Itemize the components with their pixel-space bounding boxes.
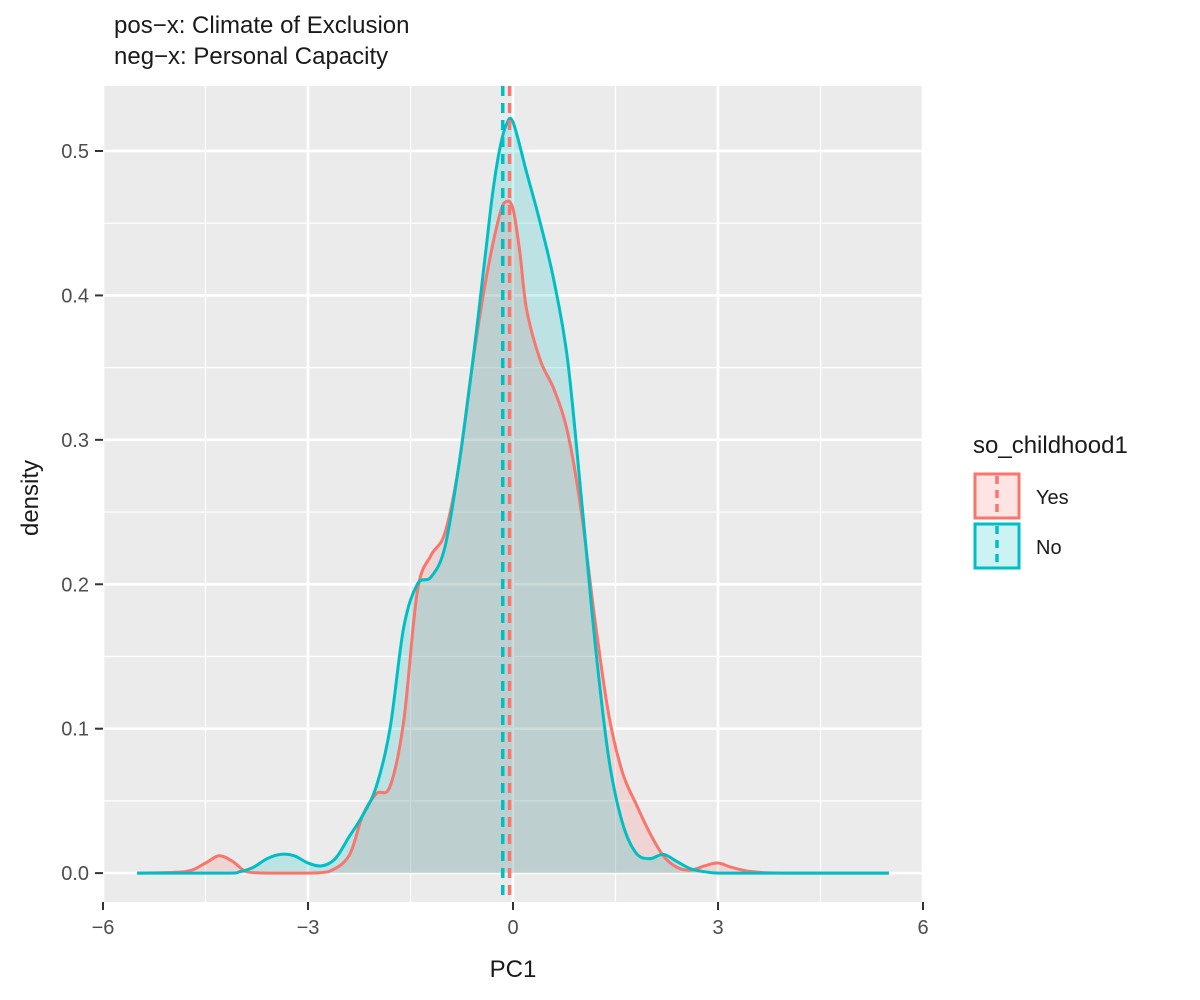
x-axis: −6 −3 0 3 6	[92, 902, 929, 939]
grid-major	[101, 86, 925, 902]
y-tick-label: 0.2	[61, 574, 89, 596]
y-axis-title: density	[17, 460, 44, 536]
density-area-no	[137, 118, 889, 874]
x-tick-label: 3	[712, 917, 723, 939]
x-tick-label: −3	[297, 917, 320, 939]
y-axis: 0.0 0.1 0.2 0.3 0.4 0.5	[61, 141, 103, 885]
x-tick-label: 0	[507, 917, 518, 939]
y-tick-label: 0.0	[61, 863, 89, 885]
y-tick-label: 0.5	[61, 141, 89, 163]
y-tick-label: 0.4	[61, 285, 89, 307]
legend-label-no: No	[1036, 537, 1062, 559]
legend: so_childhood1 Yes No	[973, 432, 1128, 570]
x-tick-label: 6	[917, 917, 928, 939]
legend-title: so_childhood1	[973, 432, 1128, 459]
y-tick-label: 0.1	[61, 719, 89, 741]
density-line-no	[137, 116, 889, 875]
density-area-yes	[137, 200, 889, 874]
x-tick-label: −6	[92, 917, 115, 939]
y-tick-label: 0.3	[61, 430, 89, 452]
legend-label-yes: Yes	[1036, 487, 1069, 509]
chart-title-line-2: neg−x: Personal Capacity	[114, 43, 388, 70]
chart-title-line-1: pos−x: Climate of Exclusion	[114, 12, 409, 39]
x-axis-title: PC1	[490, 956, 537, 983]
mean-lines	[501, 86, 512, 902]
density-areas	[137, 118, 889, 874]
